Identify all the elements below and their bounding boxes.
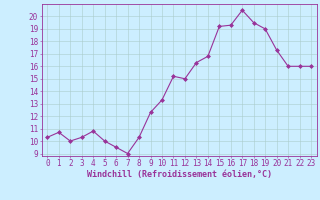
- X-axis label: Windchill (Refroidissement éolien,°C): Windchill (Refroidissement éolien,°C): [87, 170, 272, 179]
